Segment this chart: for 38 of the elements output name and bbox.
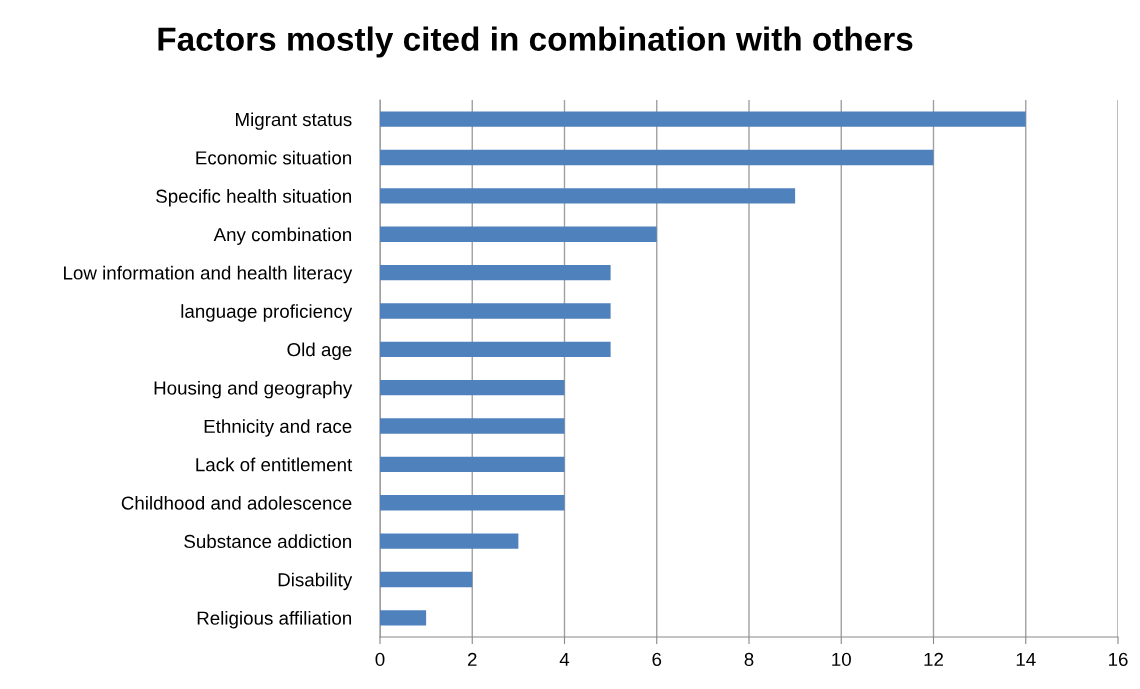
bar xyxy=(380,226,657,242)
x-tick-label: 4 xyxy=(559,652,570,666)
bar xyxy=(380,149,934,166)
y-tick-label: Any combination xyxy=(213,227,352,245)
bar xyxy=(380,610,427,626)
bar xyxy=(380,303,611,319)
x-tick-label: 8 xyxy=(744,652,754,667)
bar xyxy=(380,495,565,511)
bar xyxy=(380,571,473,588)
y-tick-label: Substance addiction xyxy=(184,534,352,549)
y-tick-label: language proficiency xyxy=(181,304,353,322)
bar xyxy=(380,341,611,357)
x-tick-label: 16 xyxy=(1109,652,1128,667)
y-tick-label: Old age xyxy=(287,342,352,361)
y-tick-label: Ethnicity and race xyxy=(204,419,352,437)
chart-title: Factors mostly cited in combination with others xyxy=(158,26,913,58)
x-tick-label: 0 xyxy=(375,652,385,667)
y-tick-label: Childhood and adolescence xyxy=(121,495,352,510)
y-tick-label: Housing and geography xyxy=(154,380,353,399)
y-tick-label: Lack of entitlement xyxy=(196,457,353,472)
bar xyxy=(380,418,565,434)
y-tick-label: Low information and health literacy xyxy=(64,265,353,284)
bar xyxy=(380,188,796,204)
x-tick-label: 2 xyxy=(467,652,477,666)
bar xyxy=(380,456,565,473)
y-tick-label: Specific health situation xyxy=(156,189,352,207)
bar xyxy=(380,533,519,549)
bar xyxy=(380,111,1026,127)
y-tick-label: Religious affiliation xyxy=(197,611,352,629)
x-tick-label: 12 xyxy=(924,652,943,666)
x-tick-label: 6 xyxy=(652,652,662,667)
bar xyxy=(380,380,565,396)
y-tick-label: Migrant status xyxy=(236,112,352,130)
y-tick-label: Disability xyxy=(278,572,353,591)
x-tick-label: 10 xyxy=(832,652,851,667)
y-tick-label: Economic situation xyxy=(196,150,352,165)
x-tick-label: 14 xyxy=(1016,652,1036,666)
bar xyxy=(380,264,611,281)
